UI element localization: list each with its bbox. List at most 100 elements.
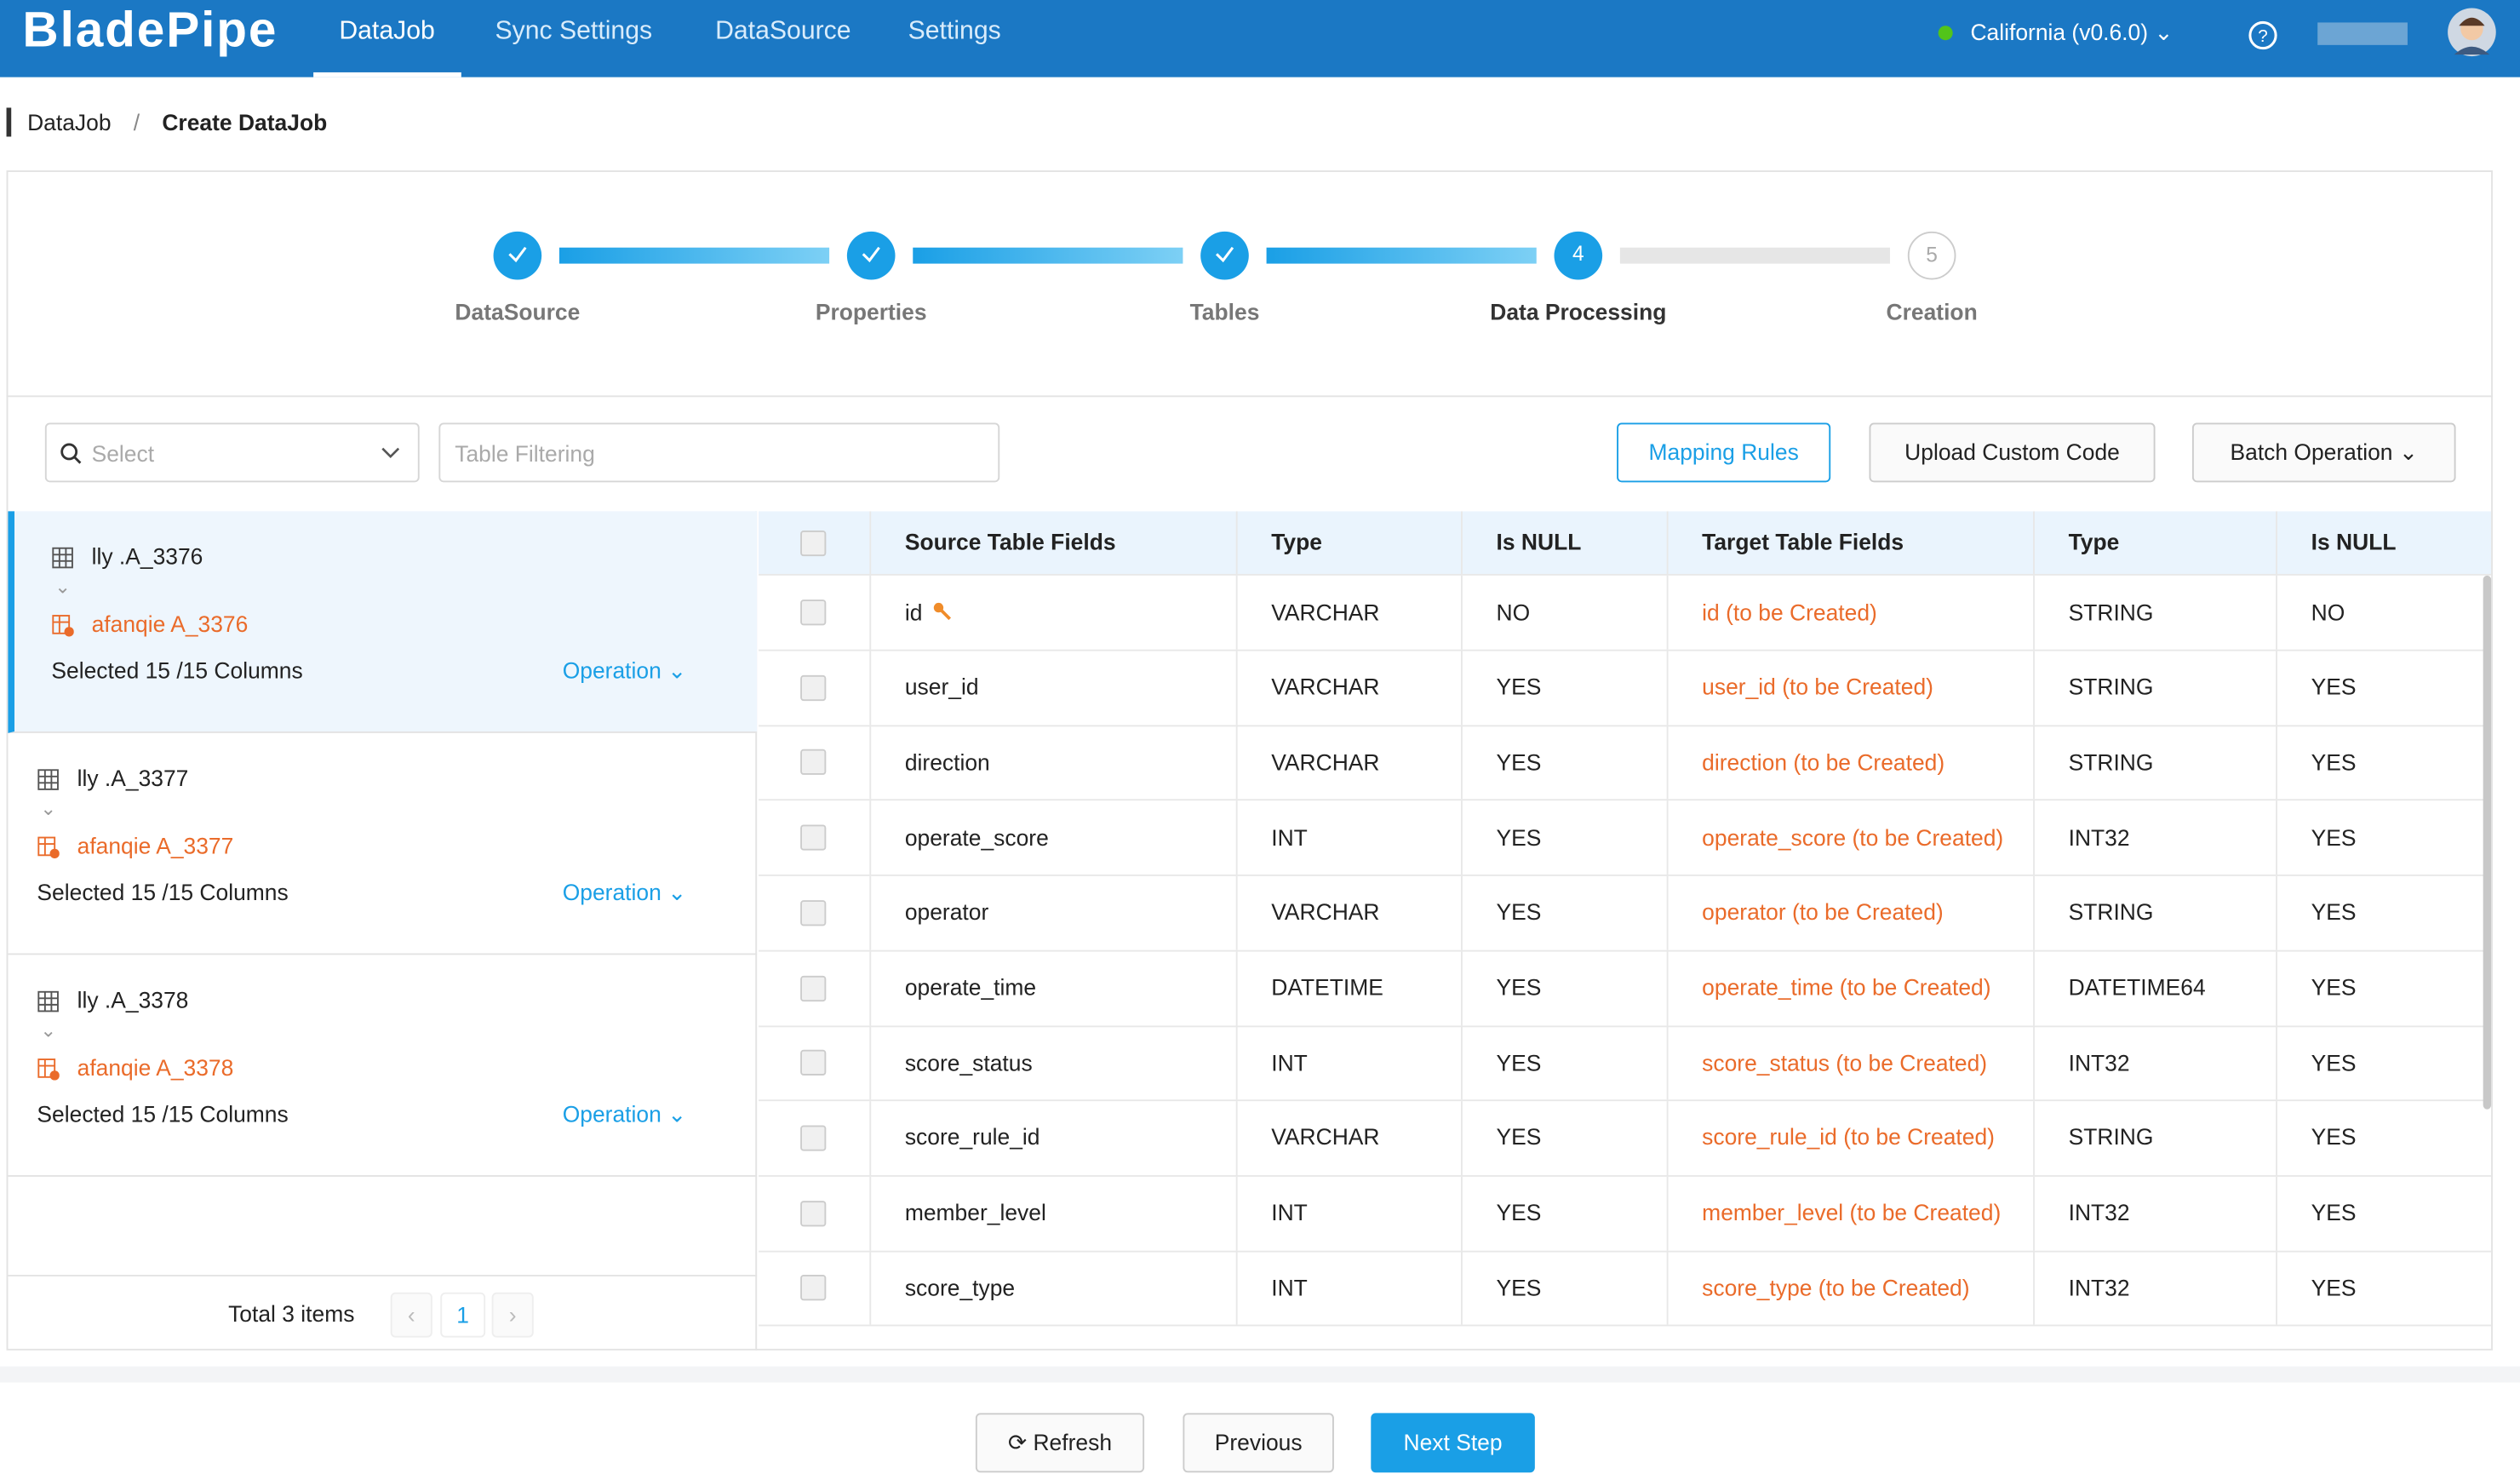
refresh-button[interactable]: ⟳ Refresh	[976, 1413, 1144, 1472]
checkbox[interactable]	[800, 530, 826, 555]
crumb[interactable]: DataJob	[27, 109, 111, 135]
field-value: INT32	[2069, 1046, 2130, 1080]
cell: operator	[869, 875, 1235, 949]
cell: operate_time	[869, 951, 1235, 1025]
cell: score_type	[869, 1251, 1235, 1325]
table-item[interactable]: lly .A_3376⌄afanqie A_3376Selected 15 /1…	[8, 511, 757, 733]
target-field: id (to be Created)	[1702, 595, 1877, 629]
cell: INT	[1236, 1026, 1461, 1100]
table-item[interactable]: lly .A_3377⌄afanqie A_3377Selected 15 /1…	[8, 733, 757, 955]
cell: score_rule_id	[869, 1101, 1235, 1175]
page[interactable]: 1	[440, 1293, 485, 1338]
field-value: DATETIME64	[2069, 971, 2206, 1005]
field-value: NO	[1497, 595, 1531, 629]
table-item[interactable]: lly .A_3378⌄afanqie A_3378Selected 15 /1…	[8, 955, 757, 1177]
previous-button[interactable]: Previous	[1183, 1413, 1333, 1472]
target-field: operator (to be Created)	[1702, 896, 1944, 930]
cell: STRING	[2033, 651, 2276, 725]
field-value: YES	[1497, 1196, 1542, 1230]
region-select[interactable]: California (v0.6.0) ⌄	[1970, 20, 2173, 47]
field-value: VARCHAR	[1271, 595, 1379, 629]
cell: operate_time (to be Created)	[1667, 951, 2033, 1025]
cell: id (to be Created)	[1667, 576, 2033, 650]
upload-code-button[interactable]: Upload Custom Code	[1870, 422, 2156, 482]
field-value: STRING	[2069, 746, 2154, 780]
cell	[759, 576, 869, 650]
next-step-button[interactable]: Next Step	[1371, 1413, 1535, 1472]
cell: NO	[2276, 576, 2491, 650]
operation-menu[interactable]: Operation ⌄	[563, 880, 687, 907]
checkbox[interactable]	[800, 900, 826, 926]
target-table: afanqie A_3376	[92, 611, 249, 636]
step-circle	[847, 232, 896, 280]
checkbox[interactable]	[800, 1200, 826, 1225]
operation-menu[interactable]: Operation ⌄	[563, 657, 687, 685]
field-value: DATETIME	[1271, 971, 1383, 1005]
target-field: score_status (to be Created)	[1702, 1046, 1987, 1080]
checkbox[interactable]	[800, 975, 826, 1001]
filter-input[interactable]: Table Filtering	[438, 422, 999, 482]
nav-item[interactable]: DataJob	[313, 0, 461, 77]
source-field: score_type	[905, 1271, 1015, 1305]
source-field: operate_time	[905, 971, 1036, 1005]
operation-menu[interactable]: Operation ⌄	[563, 1101, 687, 1128]
next-page[interactable]: ›	[492, 1293, 534, 1338]
step-label: Creation	[1771, 299, 2093, 324]
field-value: INT32	[2069, 1271, 2130, 1305]
step-circle	[1200, 232, 1249, 280]
field-value: INT	[1271, 1271, 1308, 1305]
checkbox[interactable]	[800, 749, 826, 775]
target-field: score_type (to be Created)	[1702, 1271, 1969, 1305]
cell	[759, 1026, 869, 1100]
cell: YES	[2276, 1101, 2491, 1175]
batch-operation-button[interactable]: Batch Operation ⌄	[2192, 422, 2456, 482]
field-value: YES	[1497, 821, 1542, 855]
field-value: YES	[2311, 1196, 2357, 1230]
checkbox[interactable]	[800, 1125, 826, 1150]
mapping-rules-button[interactable]: Mapping Rules	[1617, 422, 1830, 482]
checkbox[interactable]	[800, 599, 826, 625]
field-value: YES	[1497, 1271, 1542, 1305]
field-value: YES	[2311, 1271, 2357, 1305]
nav-item[interactable]: DataSource	[715, 0, 851, 77]
checkbox[interactable]	[800, 1050, 826, 1076]
field-value: YES	[1497, 971, 1542, 1005]
cell: INT32	[2033, 1251, 2276, 1325]
selected-count: Selected 15 /15 Columns	[37, 1101, 288, 1127]
help-icon[interactable]: ?	[2247, 20, 2279, 52]
source-table: lly .A_3376	[92, 543, 203, 569]
step-circle: 4	[1555, 232, 1603, 280]
field-value: YES	[2311, 1046, 2357, 1080]
cell: score_rule_id (to be Created)	[1667, 1101, 2033, 1175]
svg-text:?: ?	[2258, 26, 2268, 46]
cell: operate_score	[869, 800, 1235, 875]
logo: BladePipe	[22, 0, 278, 61]
step-label: Tables	[1064, 299, 1386, 324]
field-value: STRING	[2069, 595, 2154, 629]
step-label: DataSource	[357, 299, 679, 324]
cell: YES	[1461, 875, 1667, 949]
checkbox[interactable]	[800, 674, 826, 700]
step-label: Properties	[710, 299, 1032, 324]
crumb-current: Create DataJob	[162, 109, 327, 135]
table-icon	[37, 768, 59, 795]
prev-page[interactable]: ‹	[391, 1293, 432, 1338]
nav-item[interactable]: Sync Settings	[495, 0, 652, 77]
status-dot	[1939, 26, 1953, 40]
divider	[7, 395, 2493, 397]
cell: YES	[1461, 1176, 1667, 1250]
avatar[interactable]	[2446, 7, 2497, 58]
source-field: score_status	[905, 1046, 1033, 1080]
selected-count: Selected 15 /15 Columns	[37, 880, 288, 905]
target-table: afanqie A_3377	[77, 833, 234, 858]
field-row: score_rule_idVARCHARYESscore_rule_id (to…	[759, 1101, 2491, 1177]
cell: operate_score (to be Created)	[1667, 800, 2033, 875]
header-cell: Type	[2033, 511, 2276, 574]
select[interactable]: Select	[45, 422, 420, 482]
source-field: member_level	[905, 1196, 1046, 1230]
nav-item[interactable]: Settings	[908, 0, 1001, 77]
key-icon	[932, 595, 952, 629]
field-value: INT	[1271, 821, 1308, 855]
checkbox[interactable]	[800, 1276, 826, 1301]
checkbox[interactable]	[800, 825, 826, 851]
